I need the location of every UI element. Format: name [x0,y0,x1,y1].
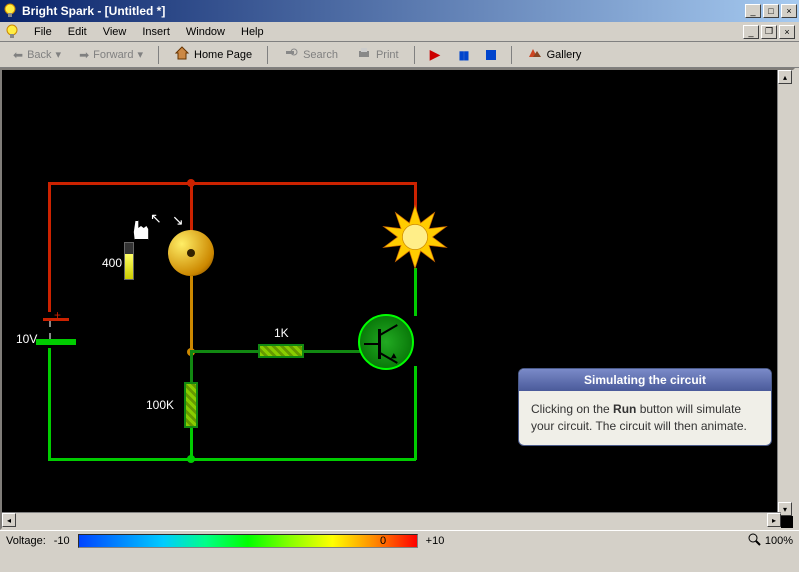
status-bar: Voltage: -10 0 +10 100% [0,530,799,550]
cursor-icon [132,220,150,240]
maximize-button[interactable]: □ [763,4,779,18]
voltage-max: +10 [426,535,445,547]
gallery-icon [527,45,543,64]
arrow-left-icon: ⬅ [13,48,23,62]
wire [190,352,193,384]
forward-button[interactable]: ➡ Forward ▾ [72,45,150,65]
scroll-right-button[interactable]: ▸ [767,513,781,527]
separator [158,46,159,64]
callout-title: Simulating the circuit [519,369,771,391]
zoom-icon [747,532,761,549]
wire [190,350,258,353]
resistor-1k-label: 1K [274,326,289,340]
gallery-button[interactable]: Gallery [520,42,589,67]
wire [190,182,193,234]
print-icon [356,45,372,64]
wire [190,276,193,352]
mdi-minimize-button[interactable]: _ [743,25,759,39]
print-label: Print [376,49,399,61]
menu-insert[interactable]: Insert [134,24,178,40]
transistor[interactable] [358,314,414,370]
pot-value: 400 [102,256,122,270]
voltage-scale: -10 0 +10 [54,534,445,548]
stop-icon [486,50,496,60]
dropdown-icon: ▾ [137,48,143,61]
mdi-close-button[interactable]: × [779,25,795,39]
wire [48,182,51,312]
menu-window[interactable]: Window [178,24,233,40]
search-icon [283,45,299,64]
window-controls: _ □ × [745,4,797,18]
voltage-mid: 0 [380,535,386,547]
menu-help[interactable]: Help [233,24,272,40]
resistor-1k[interactable] [258,344,304,358]
separator [511,46,512,64]
menu-edit[interactable]: Edit [60,24,95,40]
pause-icon: ▮▮ [458,48,467,62]
circuit-canvas[interactable]: + 10V 400 ↖ ↘ 1K 100K [0,68,795,530]
wire [48,348,51,460]
menu-bar: File Edit View Insert Window Help _ ❐ × [0,22,799,42]
run-button[interactable]: ▶ [423,43,448,66]
wire [304,350,360,353]
mdi-controls: _ ❐ × [743,25,795,39]
forward-label: Forward [93,49,133,61]
title-bar: Bright Spark - [Untitled *] _ □ × [0,0,799,22]
node [187,179,195,187]
separator [414,46,415,64]
back-label: Back [27,49,51,61]
callout-body: Clicking on the Run button will simulate… [519,391,771,445]
close-button[interactable]: × [781,4,797,18]
play-icon: ▶ [430,46,441,63]
menu-file[interactable]: File [26,24,60,40]
wire [48,458,416,461]
back-button[interactable]: ⬅ Back ▾ [6,45,68,65]
gallery-label: Gallery [547,49,582,61]
zoom-value: 100% [765,535,793,547]
window-title: Bright Spark - [Untitled *] [22,4,745,18]
lamp[interactable] [380,202,450,272]
wire [414,366,417,460]
scroll-left-button[interactable]: ◂ [2,513,16,527]
pause-button[interactable]: ▮▮ [451,45,474,65]
resistor-100k-label: 100K [146,398,174,412]
mdi-restore-button[interactable]: ❐ [761,25,777,39]
search-label: Search [303,49,338,61]
home-icon [174,45,190,64]
separator [267,46,268,64]
horizontal-scrollbar[interactable]: ◂ ▸ [2,512,781,528]
battery[interactable]: + [36,318,76,345]
menu-view[interactable]: View [95,24,135,40]
minimize-button[interactable]: _ [745,4,761,18]
callout-bold: Run [613,402,636,416]
pot-indicator [124,242,134,280]
vertical-scrollbar[interactable]: ▴ ▾ [777,70,793,516]
app-icon [2,3,18,19]
pot-arrow-down: ↘ [172,212,184,229]
print-button[interactable]: Print [349,42,406,67]
search-button[interactable]: Search [276,42,345,67]
callout-text: Clicking on the [531,402,613,416]
zoom-indicator[interactable]: 100% [747,532,793,549]
resistor-100k[interactable] [184,382,198,428]
arrow-right-icon: ➡ [79,48,89,62]
app-icon-small [4,24,20,40]
voltage-gradient [78,534,418,548]
wire [48,182,416,185]
stop-button[interactable] [479,47,503,63]
dropdown-icon: ▾ [56,48,62,61]
home-label: Home Page [194,49,252,61]
home-button[interactable]: Home Page [167,42,259,67]
voltage-label: Voltage: [6,535,46,547]
voltage-min: -10 [54,535,70,547]
pot-arrow-up: ↖ [150,210,162,227]
potentiometer[interactable] [168,230,214,276]
help-callout: Simulating the circuit Clicking on the R… [518,368,772,446]
toolbar: ⬅ Back ▾ ➡ Forward ▾ Home Page Search Pr… [0,42,799,68]
battery-label: 10V [16,332,37,346]
node [187,455,195,463]
scroll-up-button[interactable]: ▴ [778,70,792,84]
wire [414,268,417,316]
